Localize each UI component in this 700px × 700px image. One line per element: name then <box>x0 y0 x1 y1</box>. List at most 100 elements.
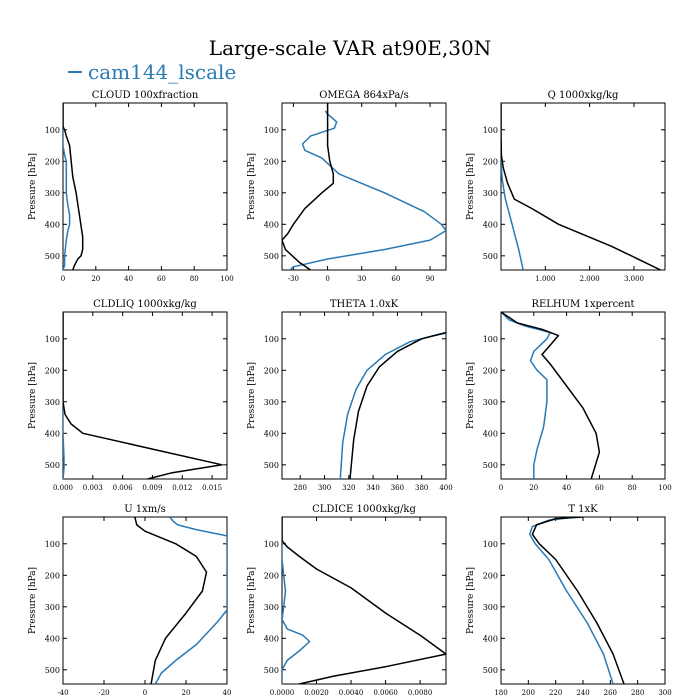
x-tick-label: 40 <box>124 275 133 283</box>
x-tick-label: -40 <box>57 689 68 697</box>
chart-title: T 1xK <box>568 504 598 515</box>
y-tick-label: 400 <box>483 220 498 229</box>
y-tick-label: 300 <box>264 603 279 612</box>
x-tick-label: 100 <box>658 484 671 492</box>
chart-title: THETA 1.0xK <box>330 299 399 310</box>
y-tick-label: 300 <box>45 189 60 198</box>
x-tick-label: 0.0040 <box>339 689 364 697</box>
legend-swatch <box>68 71 82 73</box>
y-tick-label: 400 <box>483 634 498 643</box>
plot-frame <box>62 516 228 685</box>
series-line-black <box>349 331 446 479</box>
series-line-black <box>134 517 208 684</box>
series-line-cam144 <box>63 103 71 270</box>
y-axis-label: Pressure [hPa] <box>28 362 38 429</box>
plot-frame <box>62 102 228 271</box>
chart-title: Q 1000xkg/kg <box>548 90 619 101</box>
series-line-cam144 <box>528 517 614 684</box>
x-tick-label: 320 <box>342 484 355 492</box>
y-tick-label: 400 <box>483 429 498 438</box>
x-tick-label: 0 <box>499 484 503 492</box>
y-axis-label: Pressure [hPa] <box>466 153 476 220</box>
series-line-cam144 <box>282 517 311 684</box>
chart-title: CLOUD 100xfraction <box>92 90 199 101</box>
x-tick-label: 80 <box>628 484 637 492</box>
x-tick-label: 60 <box>595 484 604 492</box>
x-tick-label: 30 <box>357 275 366 283</box>
x-tick-label: 2.000 <box>580 275 600 283</box>
x-tick-label: 400 <box>439 484 452 492</box>
y-tick-label: 300 <box>264 189 279 198</box>
x-tick-label: 0.012 <box>172 484 192 492</box>
y-tick-label: 100 <box>45 126 60 135</box>
y-tick-label: 200 <box>264 157 279 166</box>
chart-panel-8: CLDICE 1000xkg/kg Pressure [hPa] 100 200 300… <box>247 504 447 697</box>
y-tick-label: 500 <box>264 666 279 675</box>
x-tick-label: 360 <box>391 484 404 492</box>
chart-panel-9: T 1xK Pressure [hPa] 100 200 300 400 500 180 200… <box>466 504 672 697</box>
y-tick-label: 400 <box>45 634 60 643</box>
y-tick-label: 100 <box>483 540 498 549</box>
series-line-cam144 <box>289 110 446 270</box>
y-tick-label: 300 <box>264 398 279 407</box>
x-tick-label: 60 <box>391 275 400 283</box>
x-tick-label: 0.0080 <box>408 689 433 697</box>
plot-frame <box>281 516 447 685</box>
x-tick-label: 40 <box>223 689 232 697</box>
y-tick-label: 400 <box>45 429 60 438</box>
series-line-cam144 <box>501 312 551 479</box>
y-axis-label: Pressure [hPa] <box>247 362 257 429</box>
y-tick-label: 300 <box>483 603 498 612</box>
figure-title: Large-scale VAR at90E,30N <box>208 36 492 60</box>
x-tick-label: 340 <box>366 484 379 492</box>
y-tick-label: 300 <box>45 398 60 407</box>
y-axis-label: Pressure [hPa] <box>247 153 257 220</box>
plot-frame <box>500 311 666 480</box>
y-tick-label: 300 <box>483 398 498 407</box>
x-tick-label: 20 <box>91 275 100 283</box>
y-axis-label: Pressure [hPa] <box>28 153 38 220</box>
plot-frame <box>281 311 447 480</box>
y-axis-label: Pressure [hPa] <box>466 567 476 634</box>
x-tick-label: 0.0000 <box>270 689 295 697</box>
chart-title: OMEGA 864xPa/s <box>319 90 409 101</box>
y-axis-label: Pressure [hPa] <box>247 567 257 634</box>
x-tick-label: 100 <box>220 275 233 283</box>
chart-title: CLDLIQ 1000xkg/kg <box>93 299 197 310</box>
x-tick-label: 0.015 <box>202 484 222 492</box>
series-line-cam144 <box>501 103 524 270</box>
y-tick-label: 200 <box>264 571 279 580</box>
y-tick-label: 100 <box>264 540 279 549</box>
x-tick-label: 280 <box>294 484 307 492</box>
x-tick-label: 260 <box>604 689 617 697</box>
x-tick-label: 220 <box>549 689 562 697</box>
series-line-black <box>501 312 601 479</box>
series-line-cam144 <box>63 312 65 479</box>
x-tick-label: 0 <box>325 275 329 283</box>
y-tick-label: 500 <box>45 461 60 470</box>
y-tick-label: 500 <box>264 461 279 470</box>
x-tick-label: 0.006 <box>113 484 134 492</box>
y-tick-label: 300 <box>45 603 60 612</box>
x-tick-label: 80 <box>190 275 199 283</box>
series-line-black <box>501 103 661 270</box>
x-tick-label: 3.000 <box>624 275 644 283</box>
x-tick-label: 240 <box>576 689 589 697</box>
x-tick-label: 0.0020 <box>304 689 329 697</box>
y-tick-label: 200 <box>483 366 498 375</box>
x-tick-label: 20 <box>529 484 538 492</box>
x-tick-label: -30 <box>288 275 299 283</box>
x-tick-label: 40 <box>562 484 571 492</box>
y-axis-label: Pressure [hPa] <box>466 362 476 429</box>
plot-frame <box>281 102 447 271</box>
x-tick-label: 300 <box>318 484 331 492</box>
series-line-black <box>282 517 446 684</box>
y-tick-label: 500 <box>483 252 498 261</box>
y-tick-label: 500 <box>45 666 60 675</box>
y-tick-label: 500 <box>483 461 498 470</box>
x-tick-label: 60 <box>157 275 166 283</box>
